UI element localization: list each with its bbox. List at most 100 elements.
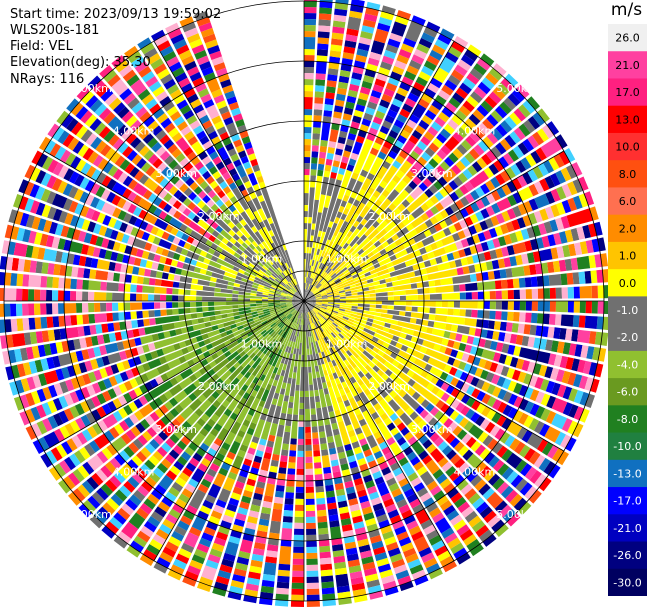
ray-gates	[326, 307, 513, 366]
ray	[24, 164, 304, 301]
ray-gates	[114, 328, 140, 341]
colorbar-tick-label: 0.0	[619, 277, 637, 290]
ray-gates	[379, 71, 402, 109]
ray-gates	[74, 174, 169, 231]
ray	[304, 301, 484, 557]
ray-gates	[386, 422, 414, 456]
ray-gates	[325, 235, 455, 293]
ray-gates	[389, 412, 399, 422]
ray-gates	[308, 336, 352, 605]
ray-gates	[267, 301, 304, 546]
ray-gates	[475, 223, 547, 253]
ray-gates	[44, 140, 102, 181]
ray-gates	[304, 301, 493, 542]
ray-gates	[34, 303, 41, 316]
ray-gates	[218, 253, 284, 291]
ray-gates	[37, 342, 58, 358]
ray-gates	[305, 44, 342, 290]
ray-gates	[91, 210, 101, 222]
ray-gates	[329, 129, 339, 143]
ray-gates	[75, 159, 264, 277]
ray-gates	[570, 254, 602, 271]
ray-gates	[84, 256, 93, 268]
ray-gates	[529, 470, 542, 484]
ray-gates	[29, 167, 278, 289]
ray-gates	[304, 133, 312, 140]
ray-gates	[519, 347, 580, 372]
ray	[304, 301, 368, 603]
ray-gates	[313, 308, 491, 460]
ray-gates	[499, 269, 507, 279]
ray-gates	[511, 323, 609, 346]
ray-gates	[153, 301, 304, 574]
ray-gates	[226, 96, 253, 150]
ray-gates	[152, 450, 164, 462]
ray-gates	[394, 56, 456, 150]
ray	[153, 301, 304, 574]
ray	[101, 301, 304, 539]
ray-gates	[456, 479, 509, 537]
ray-gates	[87, 345, 107, 359]
ray-gates	[452, 92, 465, 104]
ray-gates	[304, 160, 391, 301]
ray-gates	[24, 164, 170, 240]
ray-gates	[179, 183, 189, 193]
ray-gates	[182, 207, 192, 217]
ray-gates	[290, 468, 304, 607]
ray-gates	[409, 150, 420, 161]
ray-gates	[472, 337, 481, 346]
ray-gates	[453, 441, 523, 507]
ray-gates	[121, 128, 185, 189]
ray-gates	[35, 261, 304, 301]
ray-gates	[510, 474, 533, 496]
ray-gates	[294, 319, 304, 523]
ray-gates	[456, 82, 510, 139]
ray-gates	[413, 482, 468, 560]
ray-gates	[304, 55, 315, 62]
ray	[0, 301, 304, 333]
colorbar-swatch	[608, 323, 647, 352]
colorbar-tick-label: -13.0	[613, 467, 641, 480]
ray-gates	[320, 240, 444, 295]
range-label: 3.00km	[411, 167, 453, 180]
ray-gates	[365, 480, 375, 489]
ray-gates	[216, 126, 304, 301]
ray-gates	[461, 352, 538, 387]
ray-gates	[337, 107, 354, 145]
ray-gates	[454, 458, 466, 469]
ray-gates	[328, 447, 343, 485]
ray-gates	[228, 464, 251, 507]
ray-gates	[67, 339, 76, 351]
ray-gates	[218, 349, 282, 477]
ray-gates	[428, 100, 494, 169]
ray-gates	[466, 217, 526, 246]
ray-gates	[121, 503, 135, 516]
ray-gates	[438, 59, 472, 101]
ray-gates	[315, 303, 434, 334]
ray-gates	[415, 508, 448, 557]
ray	[194, 10, 304, 302]
ray-gates	[452, 425, 463, 437]
ray-gates	[89, 417, 135, 453]
ray-gates	[464, 178, 550, 227]
ray-gates	[321, 285, 454, 300]
ray-gates	[372, 84, 384, 93]
ray-gates	[383, 498, 402, 525]
ray-gates	[64, 313, 108, 327]
ray-gates	[318, 216, 424, 292]
ray-gates	[122, 447, 152, 475]
ray-gates	[64, 384, 96, 406]
ray-gates	[95, 320, 139, 334]
ray	[5, 301, 304, 381]
ray-gates	[486, 228, 530, 250]
range-label: 1.00km	[326, 338, 368, 351]
ray-gates	[75, 106, 138, 162]
ray-gates	[348, 498, 376, 571]
ray-gates	[316, 313, 427, 430]
ray-gates	[449, 514, 463, 526]
ray-gates	[10, 226, 171, 273]
ray-gates	[119, 420, 130, 432]
ray-gates	[98, 225, 164, 255]
ray-gates	[327, 502, 337, 510]
